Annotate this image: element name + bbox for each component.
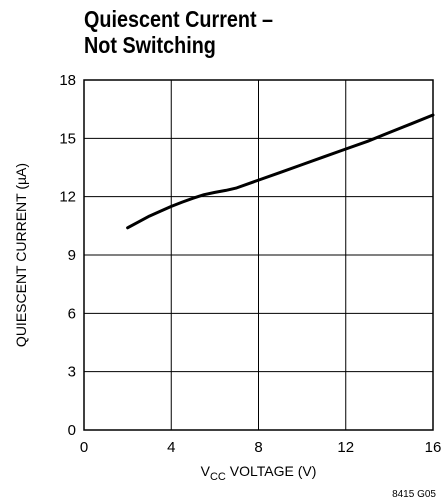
x-axis-label-prefix: V [201,463,211,479]
grid [84,80,433,430]
x-tick-label: 0 [80,439,88,456]
figure-code: 8415 G05 [392,489,436,500]
y-axis-label: QUIESCENT CURRENT (µA) [13,163,29,347]
y-tick-label: 18 [59,72,76,89]
chart-title-line-2: Not Switching [84,32,216,58]
series-line [126,113,435,230]
tick-labels: 0 4 8 12 16 0 3 6 9 12 15 18 [59,72,441,456]
y-tick-label: 6 [68,305,76,322]
y-tick-label: 3 [68,364,76,381]
x-tick-label: 4 [167,439,175,456]
x-axis-label-suffix: VOLTAGE (V) [226,463,317,479]
x-tick-label: 16 [425,439,442,456]
x-axis-label: VCC VOLTAGE (V) [201,463,317,483]
y-tick-label: 9 [68,247,76,264]
x-axis-label-subscript: CC [210,471,226,483]
y-tick-label: 0 [68,422,76,439]
plot-frame [83,79,434,431]
x-tick-label: 8 [254,439,262,456]
x-tick-label: 12 [337,439,354,456]
y-tick-label: 12 [59,189,76,206]
chart-title-line-1: Quiescent Current – [84,6,274,32]
chart-title: Quiescent Current – Not Switching [84,6,376,58]
y-tick-label: 15 [59,130,76,147]
